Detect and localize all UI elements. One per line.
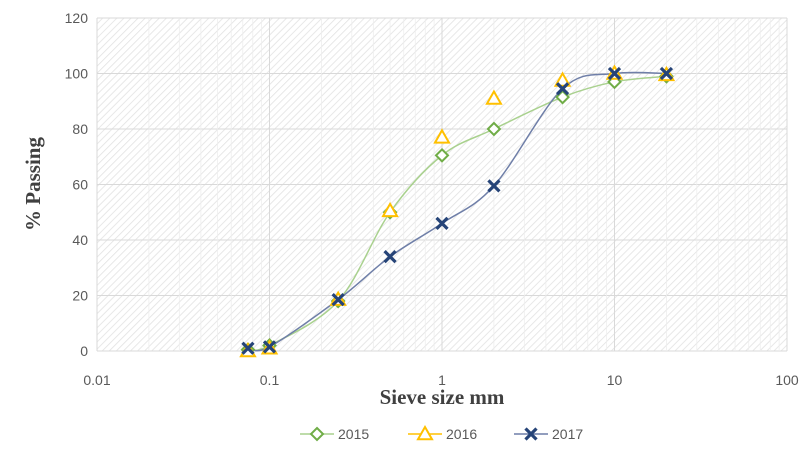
- x-tick-labels: 0.01 0.1 1 10 100: [83, 372, 799, 388]
- legend-label-2016: 2016: [446, 426, 477, 442]
- legend-marker-2016: [416, 424, 434, 441]
- data-point-2017: [487, 179, 501, 193]
- data-point-2015: [434, 147, 450, 163]
- x-tick-label: 10: [607, 372, 623, 388]
- data-point-2016: [433, 128, 451, 144]
- y-tick-label: 80: [72, 121, 88, 137]
- x-tick-label: 0.01: [83, 372, 110, 388]
- legend-marker-2017: [524, 427, 538, 441]
- y-tick-labels: 0 20 40 60 80 100 120: [65, 10, 89, 359]
- x-tick-label: 0.1: [260, 372, 280, 388]
- data-point-2017: [331, 293, 345, 307]
- data-point-2017: [262, 340, 277, 354]
- data-point-2017: [555, 82, 570, 96]
- data-point-2016: [381, 201, 399, 218]
- data-point-2017: [435, 216, 449, 230]
- x-tick-label: 1: [438, 372, 446, 388]
- data-point-2017: [607, 66, 622, 81]
- legend-label-2015: 2015: [338, 426, 369, 442]
- series-line-2015: [247, 75, 667, 352]
- y-tick-label: 0: [80, 343, 88, 359]
- y-tick-label: 100: [65, 66, 89, 82]
- data-point-2015: [486, 121, 502, 137]
- data-point-2017: [241, 341, 255, 355]
- data-point-2016: [485, 89, 503, 105]
- x-axis-title: Sieve size mm: [380, 385, 505, 409]
- y-tick-label: 120: [65, 10, 89, 26]
- x-tick-label: 100: [775, 372, 799, 388]
- legend-label-2017: 2017: [552, 426, 583, 442]
- data-point-2017: [383, 250, 397, 264]
- data-point-2017: [659, 66, 674, 81]
- data-point-2016: [553, 71, 572, 87]
- y-tick-label: 40: [72, 232, 88, 248]
- legend: 2015 2016 2017: [300, 424, 583, 442]
- grid: [96, 17, 788, 352]
- y-tick-label: 60: [72, 177, 88, 193]
- data-point-2015: [555, 89, 570, 105]
- legend-marker-2015: [309, 426, 325, 442]
- y-axis-title: % Passing: [21, 137, 45, 231]
- y-tick-label: 20: [72, 288, 88, 304]
- series-layer: [239, 64, 676, 358]
